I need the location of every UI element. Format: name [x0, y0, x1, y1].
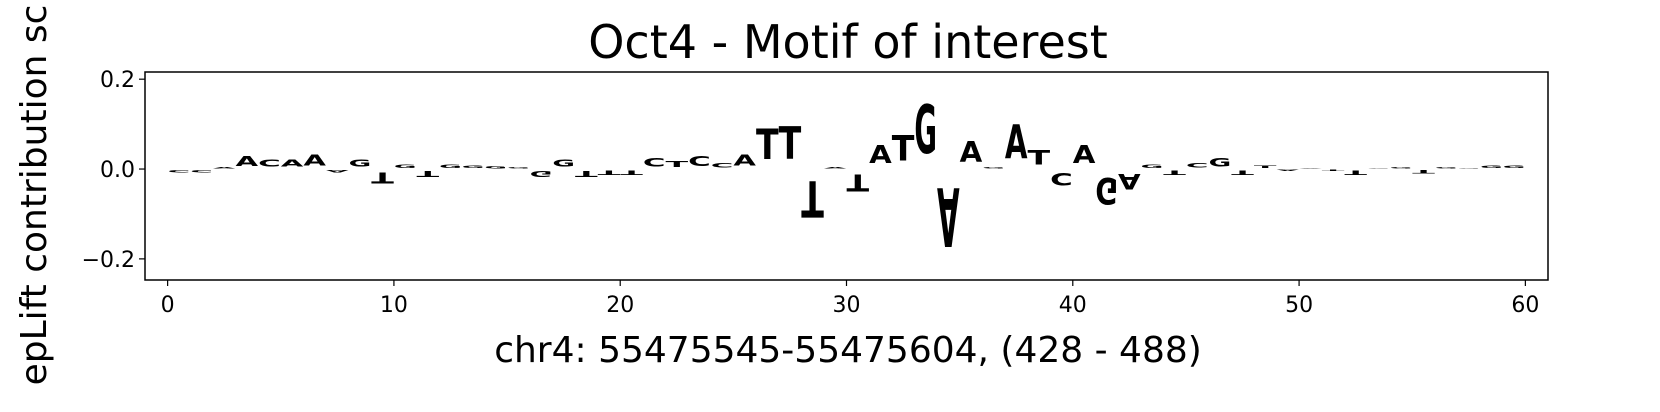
logo-letter: G	[1390, 167, 1413, 169]
logo-letter: T	[1254, 165, 1277, 170]
x-tick-label: 10	[380, 293, 408, 318]
logo-letter: T	[598, 169, 622, 176]
logo-letter: T	[847, 169, 870, 196]
logo-letter: G	[1503, 165, 1526, 169]
logo-letter: T	[620, 169, 644, 176]
logo-letter: T	[801, 169, 824, 227]
logo-letter: C	[711, 162, 734, 169]
x-tick-label: 40	[1059, 293, 1087, 318]
logo-letter: C	[1367, 168, 1390, 169]
logo-letter: G	[982, 167, 1005, 169]
logo-letter: A	[326, 169, 349, 173]
logo-letter: G	[1095, 169, 1118, 212]
logo-letter: T	[575, 169, 598, 178]
logo-letter: G	[552, 158, 575, 169]
x-axis-label: chr4: 55475545-55475604, (428 - 488)	[494, 330, 1202, 371]
logo-letter: A	[869, 141, 892, 169]
logo-letter: C	[1050, 169, 1073, 189]
x-tick-label: 30	[833, 293, 861, 318]
logo-letter: G	[530, 169, 553, 178]
logo-letter: A	[1299, 168, 1322, 169]
logo-letter: C	[688, 153, 711, 169]
logo-letter: T	[1028, 147, 1051, 169]
logo-letter: A	[213, 167, 236, 169]
logo-letter: A	[937, 168, 960, 261]
logo-letter: T	[417, 169, 440, 178]
logo-letter: C	[1186, 162, 1209, 169]
logo-letter: G	[484, 165, 507, 169]
logo-letter: T	[1344, 169, 1368, 176]
logo-letter: G	[1141, 164, 1164, 169]
x-tick-label: 60	[1511, 293, 1539, 318]
logo-letter: C	[190, 169, 213, 173]
logo-letter: A	[1118, 168, 1141, 193]
logo-letter: T	[665, 160, 688, 169]
logo-letter: T	[756, 120, 779, 169]
logo-letter: G	[349, 158, 372, 169]
logo-letter: A	[824, 167, 847, 169]
logo-letter: T	[1322, 169, 1345, 171]
logo-letter: G	[1209, 155, 1232, 169]
logo-letter: A	[1073, 141, 1096, 169]
logo-letter: C	[168, 169, 191, 173]
logo-letter: T	[779, 119, 802, 170]
x-tick-label: 20	[606, 293, 634, 318]
y-tick-label: 0.2	[100, 68, 135, 93]
logo-letter: G	[462, 165, 485, 169]
y-tick-label: −0.2	[82, 248, 135, 273]
logo-letter: A	[960, 135, 983, 169]
logo-letter: T	[892, 129, 915, 169]
logo-letter: A	[733, 151, 756, 169]
logo-letter: G	[394, 164, 417, 169]
logo-letter: G	[914, 91, 937, 170]
logo-letter: T	[1163, 169, 1187, 176]
logo-letter: A	[281, 158, 304, 169]
logo-letter: G	[1457, 168, 1480, 169]
logo-letter: T	[1231, 169, 1255, 176]
logo-letter: A	[1276, 169, 1299, 171]
logo-letter: C	[258, 158, 281, 169]
logo-letter: T	[1412, 169, 1436, 174]
logo-letter: A	[1005, 116, 1028, 170]
logo-letter: G	[507, 167, 530, 169]
logo-letter: G	[1435, 167, 1458, 169]
x-tick-label: 0	[161, 293, 175, 318]
plot-frame	[144, 71, 1549, 281]
logo-letter: A	[303, 151, 326, 169]
logo-letter: C	[643, 156, 666, 169]
logo-letter: A	[236, 154, 259, 169]
x-tick-label: 50	[1285, 293, 1313, 318]
logo-letter: G	[1480, 165, 1503, 169]
y-tick-label: 0.0	[100, 158, 135, 183]
y-axis-label: epLift contribution sc	[14, 5, 55, 386]
logo-letter: G	[439, 164, 462, 169]
chart-title: Oct4 - Motif of interest	[588, 15, 1108, 69]
logo-letter: T	[371, 169, 394, 187]
